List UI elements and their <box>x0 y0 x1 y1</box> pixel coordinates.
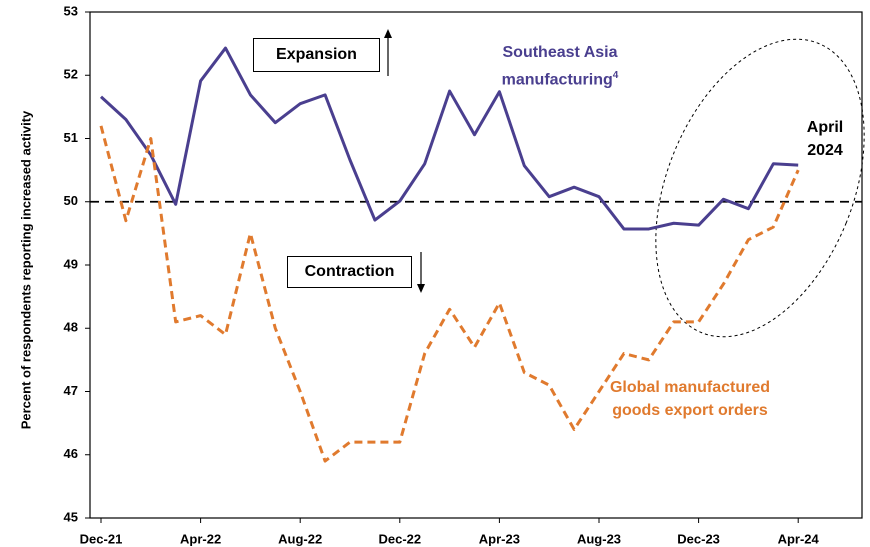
x-tick-label: Apr-22 <box>180 531 221 546</box>
down-arrow-head <box>417 284 425 293</box>
y-tick-label: 51 <box>64 130 78 145</box>
x-tick-label: Apr-24 <box>778 531 820 546</box>
x-tick-label: Aug-23 <box>577 531 621 546</box>
highlight-ellipse <box>655 38 865 338</box>
series-label: Global manufactured goods export orders <box>609 379 771 419</box>
x-tick-label: Dec-21 <box>80 531 123 546</box>
footnote-marker: 4 <box>612 70 619 81</box>
y-tick-label: 53 <box>64 3 78 18</box>
series-line <box>99 46 799 231</box>
y-tick-label: 46 <box>64 446 78 461</box>
series-label: Southeast Asia manufacturing4 <box>480 41 640 91</box>
series-line <box>99 125 800 463</box>
contraction-label: Contraction <box>287 256 412 288</box>
y-tick-label: 47 <box>64 383 78 398</box>
y-tick-label: 50 <box>64 193 78 208</box>
x-tick-label: Dec-22 <box>378 531 421 546</box>
y-tick-label: 45 <box>64 509 78 524</box>
x-tick-label: Aug-22 <box>278 531 322 546</box>
up-arrow-head <box>384 29 392 38</box>
highlight-label: April 2024 <box>806 119 844 159</box>
y-axis-label: Percent of respondents reporting increas… <box>18 110 33 429</box>
y-tick-label: 48 <box>64 320 78 335</box>
y-tick-label: 52 <box>64 67 78 82</box>
x-tick-label: Apr-23 <box>479 531 520 546</box>
plot-frame <box>89 11 863 519</box>
y-tick-label: 49 <box>64 256 78 271</box>
series-name: Southeast Asia manufacturing <box>501 44 618 89</box>
expansion-label: Expansion <box>253 38 380 72</box>
x-tick-label: Dec-23 <box>677 531 720 546</box>
